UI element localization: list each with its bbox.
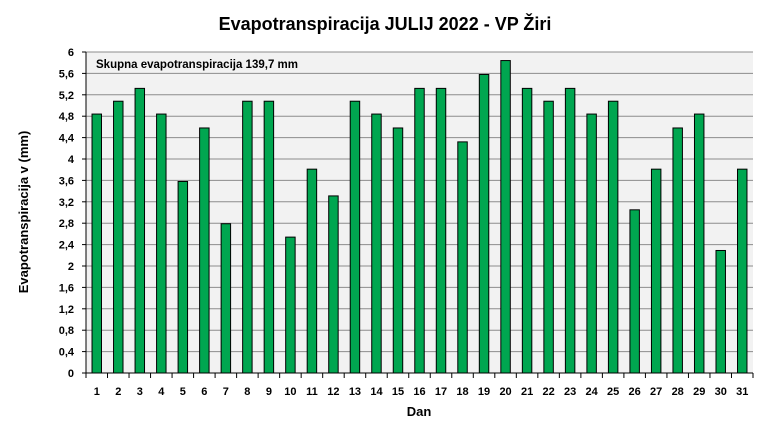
bar (586, 113, 597, 374)
y-axis-title: Evapotranspiracija v (mm) (16, 131, 31, 294)
x-tick-label: 22 (542, 386, 554, 398)
y-tick-label: 5,6 (59, 68, 74, 80)
bar (457, 141, 468, 374)
y-tick-label: 4,8 (59, 111, 74, 123)
bar (285, 236, 296, 374)
x-tick-label: 20 (499, 386, 511, 398)
y-tick-labels: 0 0,4 0,8 1,2 1,6 2 2,4 2,8 3,2 3,6 4 4,4 4,8 5,2 5,6 6 (59, 47, 75, 380)
y-tick-label: 1,6 (59, 282, 74, 294)
y-tick-label: 2,4 (59, 240, 75, 252)
x-tick-label: 2 (115, 386, 121, 398)
x-tick-label: 1 (94, 386, 100, 398)
bar (715, 249, 726, 374)
x-tick-label: 5 (180, 386, 186, 398)
bar (629, 209, 640, 374)
x-tick-label: 11 (306, 386, 318, 398)
x-tick-label: 21 (521, 386, 533, 398)
y-tick-label: 4 (68, 154, 75, 166)
y-tick-label: 3,6 (59, 175, 74, 187)
y-tick-label: 2 (68, 261, 74, 273)
y-tick-label: 4,4 (59, 133, 75, 145)
y-tick-label: 0 (68, 368, 74, 380)
bar (478, 73, 490, 374)
x-tick-label: 23 (564, 386, 576, 398)
total-annotation: Skupna evapotranspiracija 139,7 mm (96, 59, 298, 71)
bar (156, 113, 167, 374)
x-tick-label: 28 (672, 386, 684, 398)
x-tick-labels: 1 2 3 4 5 6 7 8 9 10 11 12 13 14 15 16 17 18 19 20 21 22 23 24 2… (94, 386, 749, 398)
y-tick-label: 0,8 (59, 325, 74, 337)
x-tick-label: 26 (629, 386, 641, 398)
x-tick-label: 29 (693, 386, 705, 398)
bar (500, 60, 511, 374)
bar (521, 87, 533, 374)
x-tick-label: 31 (736, 386, 748, 398)
x-tick-label: 14 (370, 386, 383, 398)
bar (693, 113, 705, 374)
bar (220, 223, 232, 374)
bar (392, 127, 404, 374)
x-tick-label: 10 (284, 386, 296, 398)
x-tick-label: 24 (586, 386, 599, 398)
bar (177, 180, 189, 374)
x-tick-label: 18 (456, 386, 468, 398)
y-tick-label: 0,4 (59, 347, 75, 359)
x-tick-label: 6 (201, 386, 207, 398)
bar (371, 113, 382, 374)
bar (113, 100, 124, 374)
chart-title: Evapotranspiracija JULIJ 2022 - VP Žiri (219, 13, 552, 34)
bar (242, 100, 253, 374)
y-tick-label: 1,2 (59, 304, 74, 316)
bar (306, 168, 318, 374)
x-tick-label: 13 (349, 386, 361, 398)
bar (435, 87, 447, 374)
x-tick-label: 12 (327, 386, 339, 398)
y-tick-label: 6 (68, 47, 74, 59)
x-tick-label: 9 (266, 386, 272, 398)
y-tick-label: 3,2 (59, 197, 74, 209)
x-tick-label: 15 (392, 386, 404, 398)
x-axis-title: Dan (407, 404, 432, 419)
bar (607, 100, 619, 374)
bar (543, 100, 554, 374)
x-tick-label: 17 (435, 386, 447, 398)
bar (91, 113, 102, 374)
bar (328, 195, 339, 374)
x-tick-label: 7 (223, 386, 229, 398)
bar (650, 168, 662, 374)
x-tick-label: 25 (607, 386, 619, 398)
x-tick-label: 8 (244, 386, 250, 398)
x-tick-label: 4 (158, 386, 165, 398)
bar (564, 87, 576, 374)
axes (85, 52, 754, 378)
bar (349, 100, 361, 374)
x-tick-label: 30 (715, 386, 727, 398)
bar-series (91, 60, 748, 374)
bar (263, 100, 275, 374)
bar (134, 87, 146, 374)
x-tick-label: 27 (650, 386, 662, 398)
x-tick-label: 3 (137, 386, 143, 398)
y-tick-label: 2,8 (59, 218, 74, 230)
bar (414, 87, 425, 374)
x-tick-label: 16 (413, 386, 425, 398)
y-tick-label: 5,2 (59, 90, 74, 102)
bar (199, 127, 210, 374)
x-tick-label: 19 (478, 386, 490, 398)
bar (737, 168, 748, 374)
bar (672, 127, 683, 374)
